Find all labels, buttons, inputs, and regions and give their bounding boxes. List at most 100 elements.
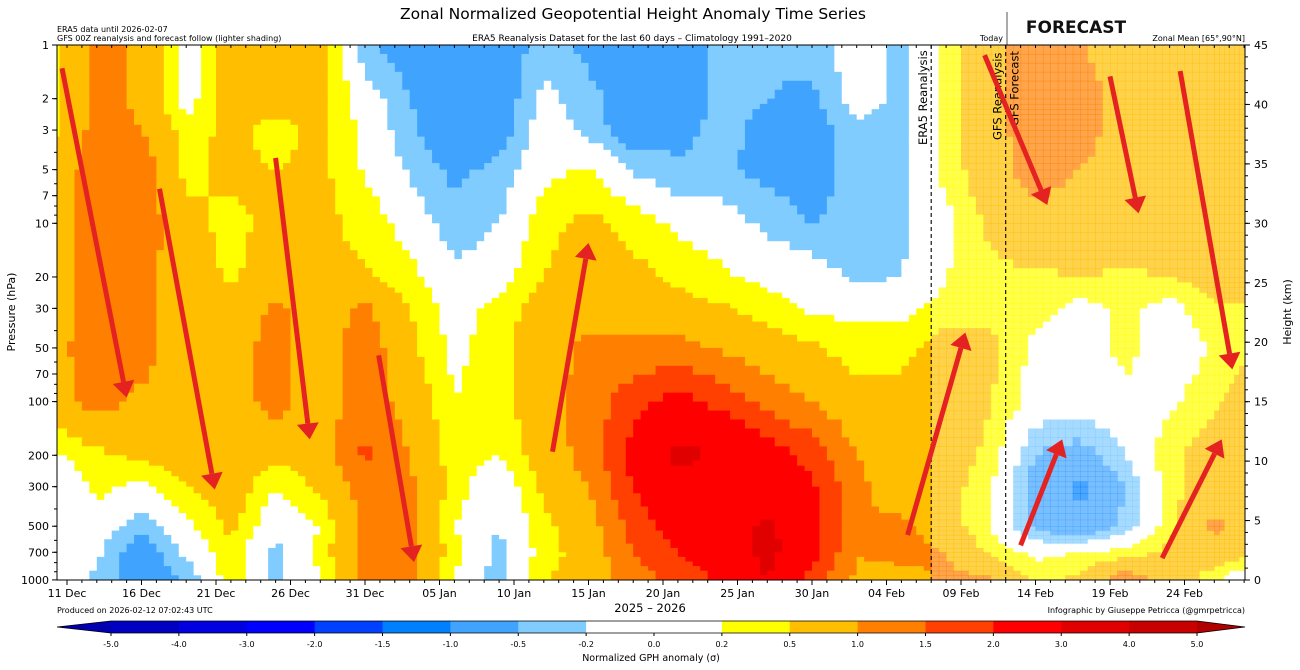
contour-cell — [826, 250, 835, 260]
contour-cell — [506, 119, 515, 126]
contour-cell — [506, 149, 515, 158]
contour-cell — [327, 103, 336, 110]
contour-cell — [961, 156, 970, 164]
contour-cell — [461, 149, 470, 158]
contour-cell — [1224, 214, 1230, 224]
contour-cell — [1229, 119, 1235, 126]
contour-cell — [394, 62, 403, 73]
contour-cell — [871, 149, 880, 158]
contour-cell — [148, 119, 157, 126]
contour-cell — [283, 214, 292, 224]
contour-cell — [990, 196, 999, 207]
contour-cell — [603, 156, 612, 164]
contour-cell — [1005, 119, 1014, 126]
contour-cell — [1050, 89, 1059, 100]
contour-cell — [1020, 169, 1029, 180]
contour-cell — [312, 114, 321, 121]
contour-cell — [312, 223, 321, 233]
contour-cell — [819, 241, 828, 251]
contour-cell — [588, 136, 597, 144]
contour-cell — [707, 156, 716, 164]
contour-cell — [119, 98, 128, 105]
contour-cell — [752, 259, 761, 269]
contour-cell — [81, 276, 90, 283]
contour-cell — [514, 232, 523, 242]
contour-cell — [230, 178, 239, 189]
contour-cell — [1169, 156, 1178, 164]
contour-cell — [96, 156, 105, 164]
contour-cell — [335, 114, 344, 121]
contour-cell — [476, 124, 485, 131]
contour-cell — [804, 196, 813, 207]
contour-cell — [283, 71, 292, 82]
contour-cell — [1239, 156, 1245, 164]
contour-cell — [536, 205, 545, 215]
contour-cell — [610, 89, 619, 100]
contour-cell — [387, 241, 396, 251]
contour-cell — [752, 62, 761, 73]
contour-cell — [789, 205, 798, 215]
contour-cell — [186, 89, 195, 100]
contour-cell — [409, 196, 418, 207]
forecast-label: FORECAST — [1026, 18, 1127, 38]
contour-cell — [111, 259, 120, 269]
contour-cell — [938, 149, 947, 158]
contour-cell — [744, 156, 753, 164]
contour-cell — [514, 163, 523, 171]
contour-cell — [372, 156, 381, 164]
contour-cell — [722, 114, 731, 121]
contour-cell — [640, 149, 649, 158]
contour-cell — [134, 282, 143, 289]
contour-cell — [1057, 103, 1066, 110]
contour-cell — [722, 89, 731, 100]
contour-cell — [633, 114, 642, 121]
contour-cell — [283, 53, 292, 64]
contour-cell — [1072, 114, 1081, 121]
contour-cell — [923, 143, 932, 151]
contour-cell — [74, 130, 83, 138]
contour-cell — [722, 169, 731, 180]
contour-cell — [618, 241, 627, 251]
contour-cell — [797, 268, 806, 278]
contour-cell — [581, 149, 590, 158]
contour-cell — [1028, 205, 1037, 215]
contour-cell — [134, 124, 143, 131]
contour-cell — [335, 187, 344, 198]
contour-cell — [1095, 196, 1104, 207]
contour-cell — [186, 80, 195, 91]
contour-cell — [566, 196, 575, 207]
contour-cell — [916, 232, 925, 242]
contour-cell — [1162, 178, 1171, 189]
contour-cell — [1013, 163, 1022, 171]
contour-cell — [268, 124, 277, 131]
contour-cell — [625, 169, 634, 180]
contour-cell — [1234, 268, 1240, 278]
contour-cell — [946, 268, 955, 278]
contour-cell — [1042, 89, 1051, 100]
contour-cell — [767, 149, 776, 158]
contour-cell — [275, 103, 284, 110]
contour-cell — [573, 45, 582, 55]
contour-cell — [1102, 124, 1111, 131]
contour-cell — [692, 149, 701, 158]
contour-cell — [111, 156, 120, 164]
contour-cell — [648, 259, 657, 269]
contour-cell — [573, 169, 582, 180]
contour-cell — [990, 241, 999, 251]
contour-cell — [1162, 241, 1171, 251]
contour-cell — [1095, 124, 1104, 131]
contour-cell — [461, 241, 470, 251]
contour-cell — [275, 80, 284, 91]
contour-cell — [871, 268, 880, 278]
contour-cell — [618, 114, 627, 121]
contour-cell — [1154, 232, 1163, 242]
contour-cell — [1229, 259, 1235, 269]
contour-cell — [424, 259, 433, 269]
contour-cell — [1035, 268, 1044, 278]
contour-cell — [163, 163, 172, 171]
contour-cell — [1154, 156, 1163, 164]
contour-cell — [938, 45, 947, 55]
contour-cell — [81, 124, 90, 131]
contour-cell — [618, 98, 627, 105]
contour-cell — [74, 53, 83, 64]
